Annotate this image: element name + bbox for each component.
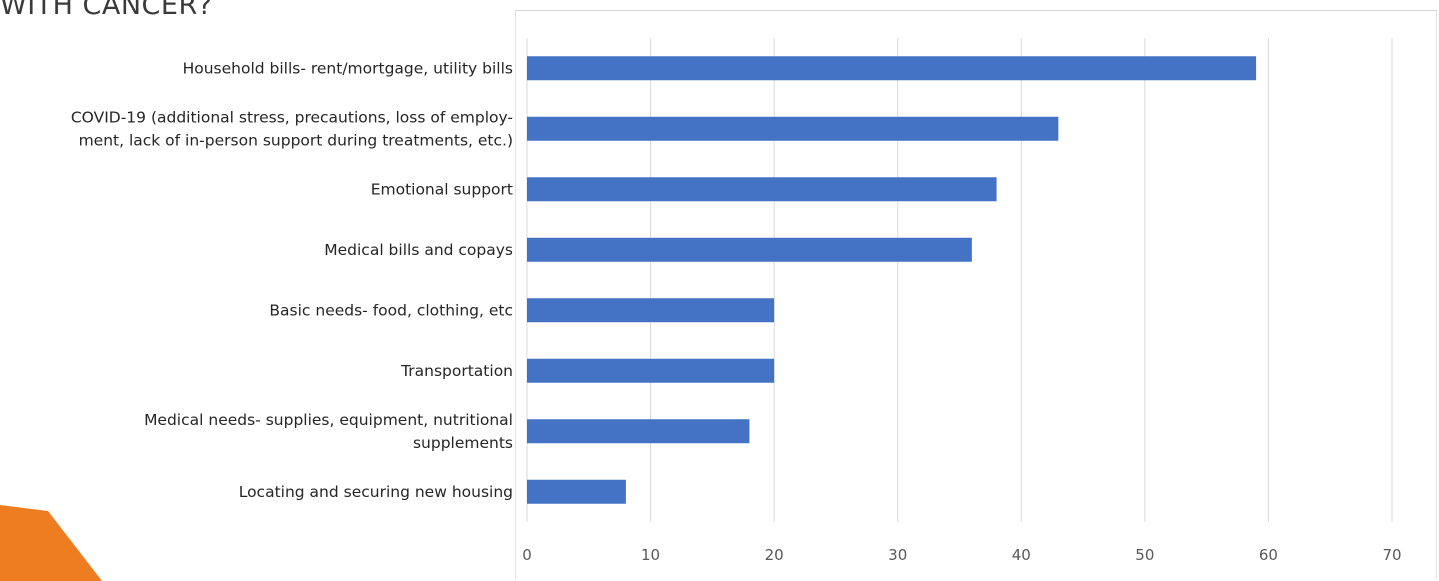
bar bbox=[527, 56, 1257, 81]
bar bbox=[527, 479, 626, 504]
category-labels: Household bills- rent/mortgage, utility … bbox=[71, 59, 513, 501]
page-heading: WITH CANCER? bbox=[0, 0, 213, 21]
category-label: COVID-19 (additional stress, precautions… bbox=[71, 108, 513, 149]
x-tick-label: 10 bbox=[641, 546, 660, 564]
category-label: Medical bills and copays bbox=[324, 241, 513, 259]
category-label: Emotional support bbox=[371, 180, 513, 198]
category-label: Locating and securing new housing bbox=[239, 483, 513, 501]
bar bbox=[527, 298, 775, 323]
bar bbox=[527, 116, 1059, 141]
x-axis-tick-labels: 0 10 20 30 40 50 60 70 bbox=[522, 546, 1401, 564]
gridlines bbox=[526, 38, 1393, 522]
category-label: Transportation bbox=[400, 362, 513, 380]
bar bbox=[527, 177, 997, 202]
x-tick-label: 30 bbox=[888, 546, 907, 564]
x-tick-label: 0 bbox=[522, 546, 532, 564]
bar bbox=[527, 419, 750, 444]
x-tick-label: 70 bbox=[1382, 546, 1401, 564]
category-label: Basic needs- food, clothing, etc bbox=[269, 301, 513, 319]
bar bbox=[527, 237, 972, 262]
x-tick-label: 50 bbox=[1135, 546, 1154, 564]
x-tick-label: 60 bbox=[1259, 546, 1278, 564]
chart-panel bbox=[515, 10, 1437, 579]
category-label: Household bills- rent/mortgage, utility … bbox=[183, 59, 513, 77]
x-tick-label: 40 bbox=[1012, 546, 1031, 564]
category-label: Medical needs- supplies, equipment, nutr… bbox=[144, 411, 513, 452]
bar bbox=[527, 358, 775, 383]
x-tick-label: 20 bbox=[765, 546, 784, 564]
bars bbox=[527, 56, 1257, 504]
